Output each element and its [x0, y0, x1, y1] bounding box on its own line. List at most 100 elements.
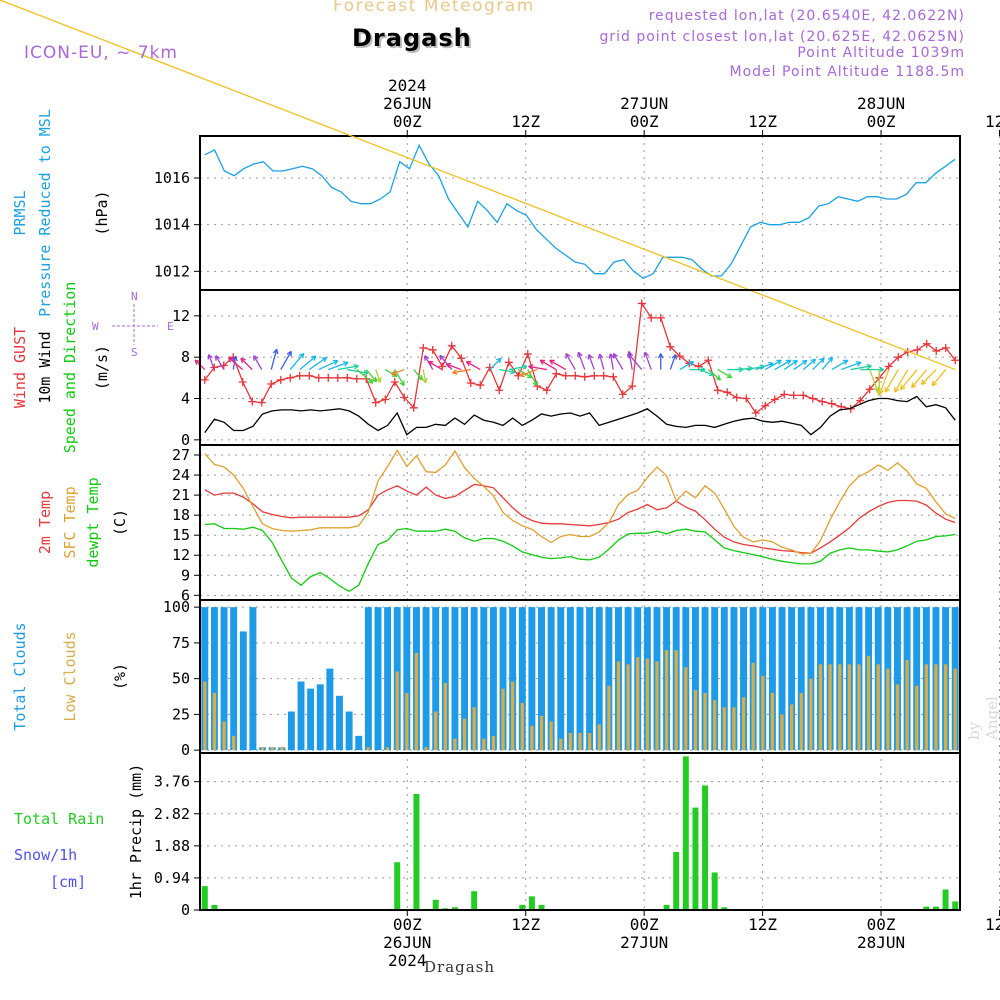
clouds-total-bar	[287, 711, 295, 751]
pressure-panel-frame	[199, 135, 961, 291]
gust-marker	[276, 375, 285, 384]
wind-arrow-head	[878, 366, 885, 373]
temperature-tick-label: 24	[172, 466, 190, 484]
clouds-total-bar	[595, 607, 603, 751]
gust-marker	[827, 399, 836, 408]
wind-direction-arrow	[215, 355, 225, 370]
clouds-total-bar	[566, 607, 574, 751]
clouds-low-bar	[761, 675, 765, 751]
wind-tick-label: 8	[181, 348, 190, 366]
clouds-low-bar	[943, 664, 948, 751]
wind-arrow-head	[565, 352, 571, 359]
clouds-total-bar	[528, 607, 536, 751]
wind-arrow-head	[240, 357, 246, 364]
gust-marker	[713, 386, 722, 395]
clouds-low-bar	[905, 660, 909, 751]
wind-direction-arrow	[869, 369, 879, 392]
wind-direction-arrow	[452, 368, 471, 374]
clouds-low-bar	[693, 690, 698, 751]
wind-direction-arrow	[841, 361, 862, 371]
precip-tick-label: 0	[181, 901, 190, 919]
wind-arrow-head	[549, 359, 555, 365]
clouds-total-bar	[461, 607, 469, 751]
gust-marker	[248, 397, 257, 406]
bottom-time-label: 12Z	[511, 915, 540, 934]
gust-marker	[333, 373, 342, 382]
model-point-altitude: Model Point Altitude 1188.5m	[729, 64, 965, 80]
wind-arrow-head	[532, 380, 538, 387]
clouds-low-bar	[636, 657, 640, 751]
wind-arrow-head	[332, 359, 339, 366]
wind-direction-arrow	[428, 361, 443, 371]
clouds-low-bar	[895, 684, 900, 751]
clouds-low-bar	[857, 664, 861, 751]
clouds-total-bar	[480, 607, 488, 751]
clouds-low-bar	[741, 697, 746, 751]
wind-arrow-head	[643, 351, 650, 358]
wind-arrow-head	[417, 374, 424, 381]
wind-direction-arrow	[894, 369, 909, 393]
wind-arrow-head	[321, 356, 328, 363]
wind-arrow-head	[399, 380, 405, 387]
wind-arrow-head	[726, 373, 733, 379]
clouds-low-bar	[530, 725, 534, 751]
wind-arrow-head	[253, 355, 259, 361]
clouds-total-bar	[326, 668, 334, 751]
gust-marker	[913, 345, 922, 354]
gust-marker	[590, 371, 599, 380]
gust-marker	[476, 381, 485, 390]
temperature-tick-label: 9	[181, 566, 190, 584]
clouds-total-bar	[201, 607, 209, 751]
precip-total-bar	[692, 807, 699, 910]
gust-marker	[628, 382, 637, 391]
gust-marker	[675, 352, 684, 361]
wind-direction-arrow	[489, 357, 502, 371]
clouds-total-bar	[499, 607, 507, 751]
clouds-low-bar	[799, 692, 803, 751]
clouds-total-bar	[345, 711, 353, 751]
clouds-low-bar	[511, 681, 515, 751]
wind-arrow-head	[608, 353, 615, 359]
clouds-low-bar	[616, 661, 621, 751]
top-time-label: 26JUN	[383, 94, 431, 113]
temperature-axis-label: dewpt Temp	[84, 477, 102, 567]
gust-marker	[362, 374, 371, 383]
clouds-total-bar	[441, 607, 449, 751]
clouds-total-bar	[422, 607, 430, 751]
bottom-time-label: 00Z	[630, 915, 659, 934]
top-time-label: 2024	[388, 76, 427, 95]
clouds-total-bar	[788, 607, 796, 751]
gust-marker	[466, 379, 475, 387]
gust-marker	[666, 342, 675, 351]
wind-direction-arrow	[931, 369, 947, 387]
clouds-low-bar	[232, 735, 236, 751]
wind-arrow-head	[465, 360, 472, 367]
wind-arrow-head	[792, 359, 798, 366]
precip-total-bar	[471, 891, 478, 910]
clouds-total-bar	[239, 631, 247, 751]
wind-arrow-head	[894, 387, 900, 393]
gust-marker	[618, 390, 627, 399]
temperature-sfc-temp-line	[204, 449, 956, 555]
clouds-low-bar	[674, 650, 678, 751]
wind-direction-arrow	[577, 351, 586, 370]
gust-marker	[343, 373, 352, 382]
wind-arrow-head	[207, 354, 213, 360]
gust-marker	[656, 313, 665, 322]
clouds-low-bar	[472, 707, 476, 751]
gust-marker	[371, 398, 380, 407]
clouds-low-bar	[664, 650, 669, 751]
clouds-total-bar	[586, 607, 594, 751]
temperature-tick-label: 21	[172, 486, 190, 504]
wind-direction-arrow	[793, 359, 808, 371]
wind-arrow-head	[227, 357, 234, 363]
credit-watermark: by Angel	[965, 696, 1000, 740]
wind-direction-arrow	[422, 369, 427, 383]
gust-marker	[324, 373, 333, 382]
clouds-low-bar	[520, 702, 524, 751]
clouds-low-bar	[424, 747, 428, 751]
gust-marker	[818, 397, 827, 406]
temperature-tick-label: 18	[172, 506, 190, 524]
wind-arrow-head	[819, 357, 825, 364]
gust-marker	[295, 371, 304, 380]
